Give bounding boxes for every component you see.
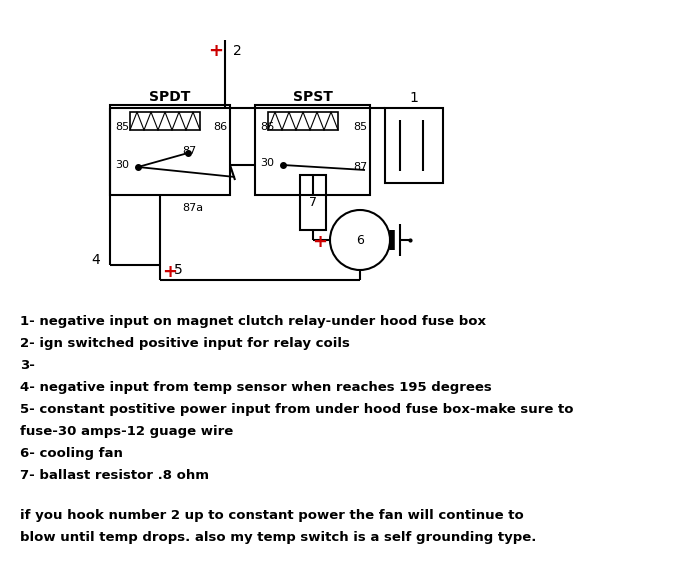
Bar: [268, 112, 338, 130]
Text: 86: 86: [213, 122, 227, 132]
Bar: [255, 105, 370, 195]
Text: 6- cooling fan: 6- cooling fan: [20, 447, 123, 460]
Text: 30: 30: [115, 160, 129, 170]
Text: 5- constant postitive power input from under hood fuse box-make sure to: 5- constant postitive power input from u…: [20, 403, 573, 416]
Text: SPST: SPST: [293, 90, 332, 104]
Bar: [385, 108, 443, 183]
Text: +: +: [208, 42, 223, 60]
Text: 7- ballast resistor .8 ohm: 7- ballast resistor .8 ohm: [20, 469, 209, 482]
Text: fuse-30 amps-12 guage wire: fuse-30 amps-12 guage wire: [20, 425, 233, 438]
Text: 87: 87: [353, 162, 367, 172]
Text: 7: 7: [309, 196, 317, 209]
Text: 6: 6: [356, 233, 364, 247]
Text: 87a: 87a: [182, 203, 203, 213]
Text: +: +: [312, 233, 327, 251]
Text: 1- negative input on magnet clutch relay-under hood fuse box: 1- negative input on magnet clutch relay…: [20, 315, 486, 328]
Bar: [110, 105, 230, 195]
Text: 85: 85: [115, 122, 129, 132]
Text: 85: 85: [353, 122, 367, 132]
Text: 86: 86: [260, 122, 274, 132]
Text: 3-: 3-: [20, 359, 35, 372]
Text: 2- ign switched positive input for relay coils: 2- ign switched positive input for relay…: [20, 337, 350, 350]
Text: +: +: [162, 263, 177, 281]
Text: SPDT: SPDT: [149, 90, 190, 104]
Bar: [130, 112, 200, 130]
Text: 5: 5: [174, 263, 183, 277]
Text: 4- negative input from temp sensor when reaches 195 degrees: 4- negative input from temp sensor when …: [20, 381, 491, 394]
Text: if you hook number 2 up to constant power the fan will continue to: if you hook number 2 up to constant powe…: [20, 509, 524, 522]
Text: 2: 2: [233, 44, 242, 58]
Text: 1: 1: [410, 91, 419, 105]
Text: 87: 87: [182, 146, 196, 156]
Bar: [300, 175, 326, 230]
Text: blow until temp drops. also my temp switch is a self grounding type.: blow until temp drops. also my temp swit…: [20, 531, 536, 544]
Text: 4: 4: [92, 253, 100, 267]
Text: 30: 30: [260, 158, 274, 168]
